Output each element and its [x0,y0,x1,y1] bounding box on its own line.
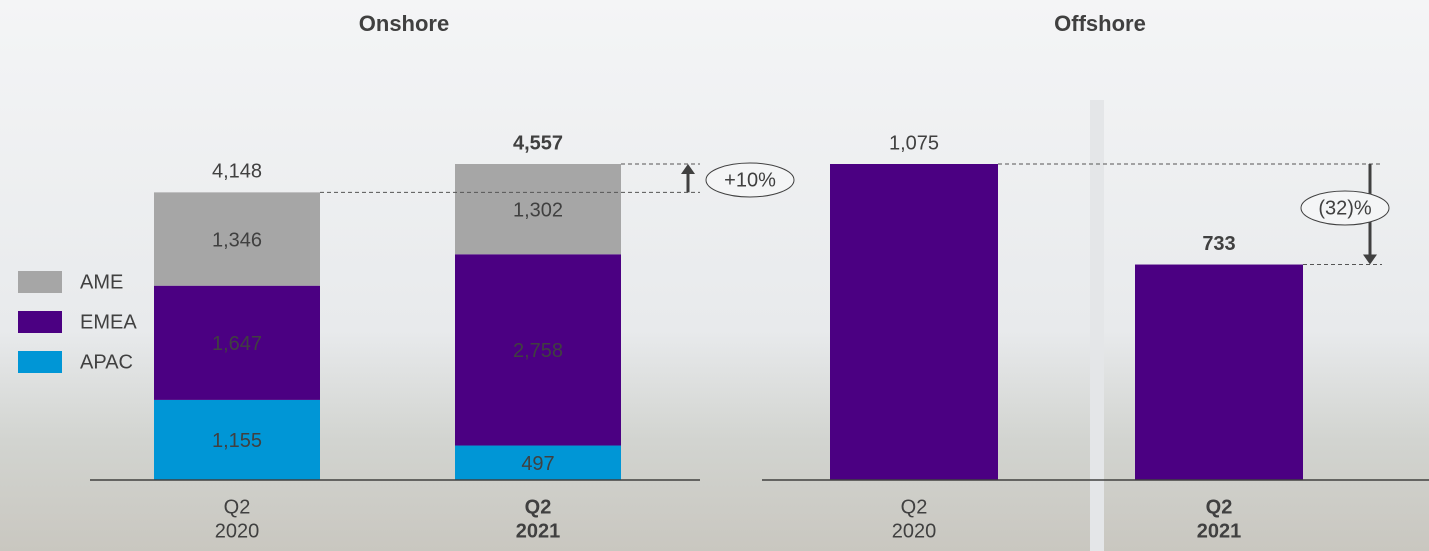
value-label: 733 [1202,233,1235,255]
legend-swatch [18,311,62,333]
x-tick-label: 2020 [892,520,937,542]
x-tick-label: Q2 [1206,496,1233,518]
chart-title: Onshore [359,11,449,36]
total-label: 4,557 [513,132,563,154]
bar-segment [154,192,320,286]
value-label: 1,155 [212,430,262,452]
legend-label: AME [80,271,123,293]
arrow-head [681,164,695,174]
bar-segment [154,399,320,480]
x-tick-label: 2021 [516,520,561,542]
legend-label: APAC [80,351,133,373]
value-label: 1,346 [212,229,262,251]
bar-segment [154,285,320,400]
x-tick-label: 2021 [1197,520,1242,542]
bar [1135,264,1303,480]
bar [830,164,998,480]
value-label: 1,302 [513,199,563,221]
value-label: 2,758 [513,340,563,362]
annotation-oval [705,162,795,198]
arrow-head [1363,254,1377,265]
legend-label: EMEA [80,311,137,333]
value-label: 1,075 [889,132,939,154]
x-tick-label: Q2 [525,496,552,518]
x-tick-label: Q2 [901,496,928,518]
chart-title: Offshore [1054,11,1146,36]
legend-swatch [18,351,62,373]
x-tick-label: 2020 [215,520,260,542]
bar-segment [455,164,621,255]
annotation-oval [1300,190,1390,226]
bar-segment [455,445,621,480]
annotation: +10% [724,169,776,191]
legend-swatch [18,271,62,293]
turbine-tower [1090,100,1104,551]
x-tick-label: Q2 [224,496,251,518]
value-label: 1,647 [212,333,262,355]
total-label: 4,148 [212,161,262,183]
bar-segment [455,254,621,446]
annotation: (32)% [1318,197,1372,219]
value-label: 497 [521,453,554,475]
